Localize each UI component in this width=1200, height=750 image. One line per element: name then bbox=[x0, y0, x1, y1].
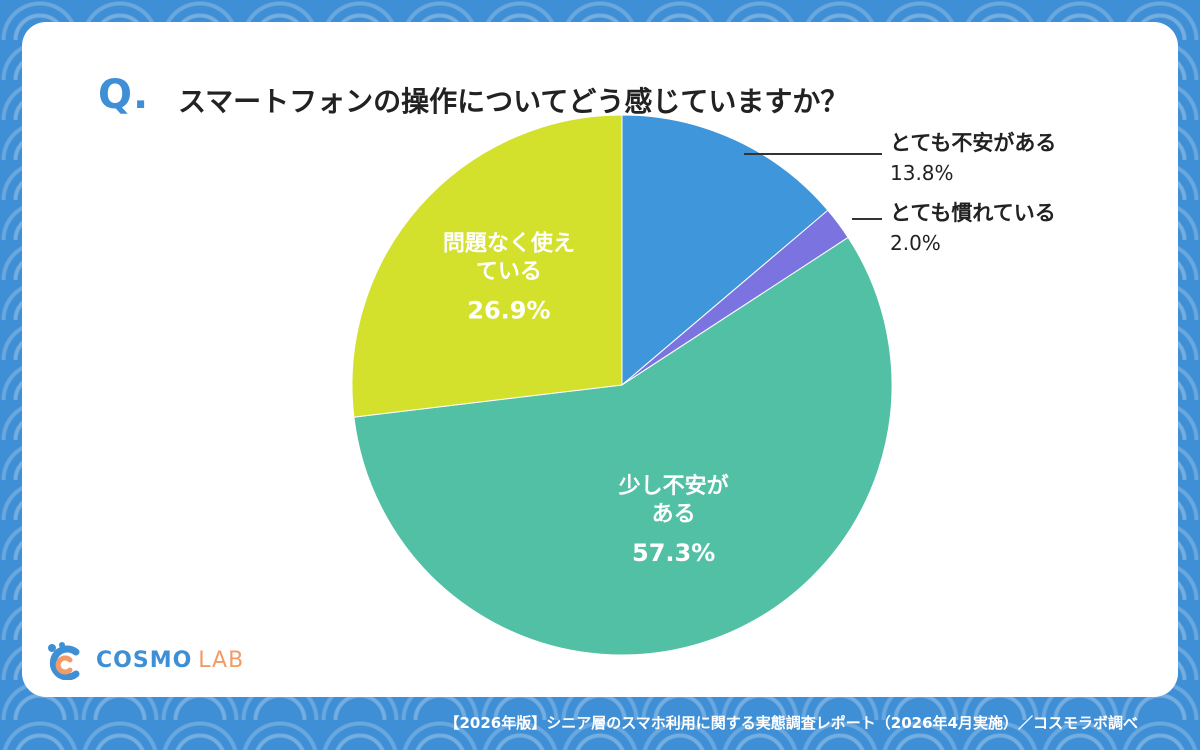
slice-label-1: とても不安がある bbox=[890, 131, 1056, 155]
logo-text: COSMO LAB bbox=[96, 648, 244, 673]
logo-word-lab: LAB bbox=[198, 647, 245, 673]
pie-slice-1 bbox=[621, 114, 829, 387]
slice-label-3-line1: 少し不安が bbox=[618, 473, 729, 499]
slice-value-label-2: 2.0% bbox=[890, 231, 941, 255]
logo-mark-icon bbox=[46, 640, 90, 681]
cosmo-lab-logo: COSMO LAB bbox=[46, 640, 244, 681]
slice-label-4-line2: ている bbox=[476, 260, 542, 285]
pie-slice-3 bbox=[353, 236, 893, 656]
pie-slice-4 bbox=[351, 114, 623, 418]
slice-value-label-1: 13.8% bbox=[890, 161, 954, 185]
slice-value-label-3: 57.3% bbox=[632, 539, 715, 567]
source-footnote: 【2026年版】シニア層のスマホ利用に関する実態調査レポート（2026年4月実施… bbox=[444, 714, 1139, 732]
question-title: スマートフォンの操作についてどう感じていますか？ bbox=[178, 85, 849, 118]
question-mark-label: Q. bbox=[98, 72, 150, 118]
slice-label-4-line1: 問題なく使え bbox=[443, 232, 575, 257]
chart-card: Q. スマートフォンの操作についてどう感じていますか？ とても不安がある 13.8… bbox=[22, 22, 1178, 697]
slice-label-2: とても慣れている bbox=[890, 201, 1056, 225]
slice-label-3-line2: ある bbox=[652, 502, 696, 527]
logo-word-cosmo: COSMO bbox=[96, 647, 193, 673]
slice-value-label-4: 26.9% bbox=[467, 297, 550, 325]
